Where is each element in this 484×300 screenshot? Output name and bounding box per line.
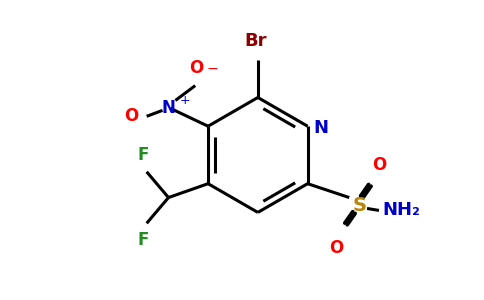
Text: F: F [137, 146, 149, 164]
Text: Br: Br [244, 32, 267, 50]
Text: O: O [372, 156, 386, 174]
Text: −: − [206, 62, 218, 76]
Text: N: N [314, 119, 329, 137]
Text: F: F [137, 231, 149, 249]
Text: N: N [162, 99, 175, 117]
Text: +: + [180, 94, 190, 107]
Text: O: O [329, 239, 344, 257]
Text: O: O [124, 107, 138, 125]
Text: O: O [189, 59, 203, 77]
Text: S: S [352, 196, 366, 215]
Text: NH₂: NH₂ [382, 201, 420, 219]
